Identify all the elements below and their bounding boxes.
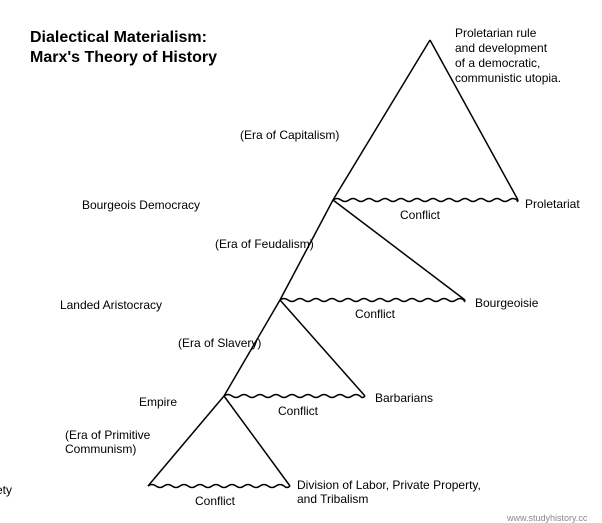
title-line-1: Dialectical Materialism: xyxy=(30,28,217,48)
right-label-0: Proletariat xyxy=(525,197,580,211)
era-label-1: (Era of Feudalism) xyxy=(215,237,314,251)
conflict-label-1: Conflict xyxy=(355,307,395,321)
apex-note: Proletarian rule and development of a de… xyxy=(455,26,561,86)
conflict-label-2: Conflict xyxy=(278,404,318,418)
right-label-1: Bourgeoisie xyxy=(475,296,538,310)
diagram-title: Dialectical Materialism: Marx's Theory o… xyxy=(30,28,217,68)
right-label-2: Barbarians xyxy=(375,391,433,405)
era-label-0: (Era of Capitalism) xyxy=(240,128,339,142)
conflict-label-3: Conflict xyxy=(195,494,235,508)
left-label-0: Bourgeois Democracy xyxy=(82,198,200,212)
left-label-1: Landed Aristocracy xyxy=(60,298,162,312)
left-label-3: Unorganized Society xyxy=(0,483,12,497)
left-label-2: Empire xyxy=(139,395,177,409)
watermark: www.studyhistory.cc xyxy=(507,513,587,523)
era-label-2: (Era of Slavery) xyxy=(178,336,261,350)
title-line-2: Marx's Theory of History xyxy=(30,48,217,68)
conflict-label-0: Conflict xyxy=(400,208,440,222)
right-label-3: Division of Labor, Private Property, and… xyxy=(297,478,481,507)
era-label-3: (Era of Primitive Communism) xyxy=(65,428,150,457)
